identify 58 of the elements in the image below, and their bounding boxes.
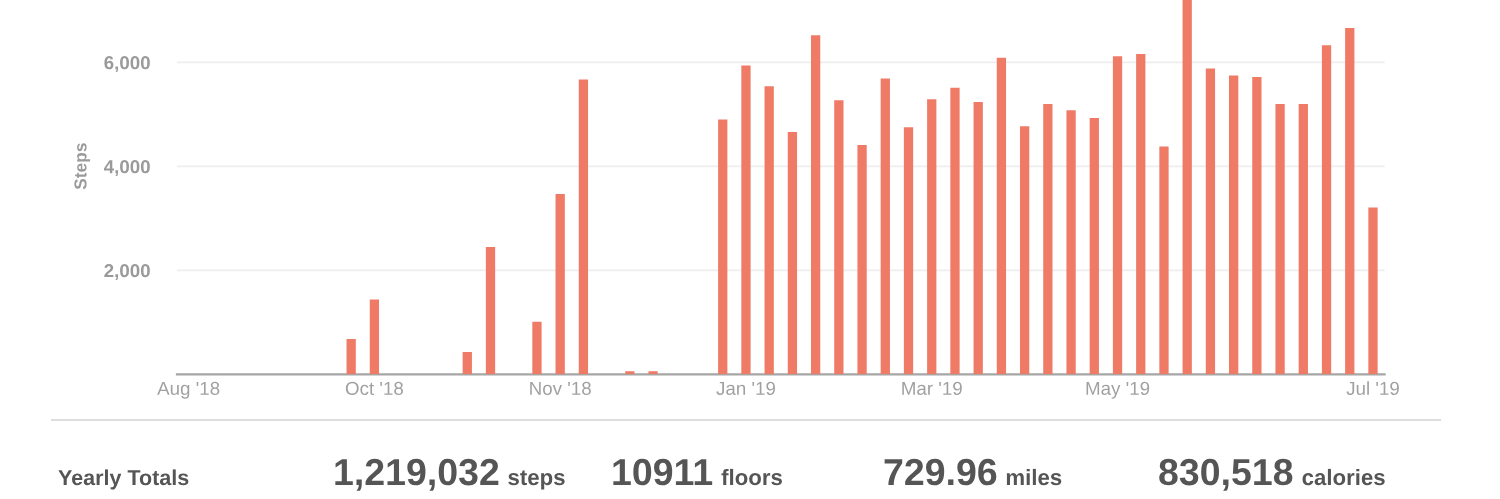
bar	[1298, 103, 1308, 375]
bar	[903, 127, 914, 375]
y-tick-label: 6,000	[104, 56, 150, 73]
bar	[555, 193, 565, 375]
bar	[1275, 103, 1285, 375]
bar	[1345, 28, 1355, 375]
x-tick-label: Mar '19	[902, 381, 962, 396]
bar	[532, 321, 542, 375]
bar	[346, 338, 356, 375]
bar	[1112, 56, 1123, 375]
bar	[1229, 75, 1239, 375]
x-tick-label: Jul '19	[1346, 381, 1399, 396]
bar	[1252, 76, 1262, 375]
bar	[369, 299, 380, 375]
text: steps	[508, 470, 565, 490]
bar	[880, 78, 890, 375]
bar	[1182, 0, 1192, 375]
x-tick-label: Jan '19	[716, 381, 776, 396]
x-tick-label: May '19	[1086, 381, 1150, 399]
bar	[1368, 207, 1378, 375]
bar	[764, 86, 774, 375]
text: 729.96	[884, 458, 997, 486]
bar	[1066, 110, 1076, 375]
bar	[834, 100, 844, 375]
bar	[973, 101, 983, 375]
bar	[810, 35, 821, 375]
y-axis-title: Steps	[74, 143, 91, 190]
bar	[1159, 146, 1169, 375]
text: floors	[721, 468, 782, 486]
bar	[1321, 45, 1332, 375]
bar	[927, 99, 937, 375]
y-tick-label: 4,000	[103, 160, 150, 177]
bar	[857, 145, 867, 375]
bar	[950, 87, 960, 375]
bar	[996, 57, 1007, 375]
bar	[462, 351, 472, 375]
bar	[1020, 126, 1030, 375]
bar	[1043, 103, 1053, 375]
bar	[625, 371, 635, 375]
bar	[648, 371, 658, 375]
bar	[1205, 68, 1216, 375]
bar	[787, 132, 798, 375]
x-tick-label: Oct '18	[345, 381, 403, 396]
x-tick-label: Aug '18	[157, 381, 220, 399]
text: Yearly Totals	[58, 469, 189, 490]
bar	[1089, 118, 1099, 375]
bar	[1136, 54, 1146, 375]
x-tick-label: Nov '18	[530, 381, 591, 396]
text: 830,518	[1159, 458, 1293, 491]
text: 1,219,032	[335, 458, 499, 491]
bar	[578, 79, 589, 375]
text: miles	[1006, 468, 1062, 486]
bar	[718, 119, 728, 375]
y-tick-label: 2,000	[104, 264, 150, 281]
text: 10911	[613, 458, 713, 486]
bar	[741, 65, 751, 375]
bar	[485, 246, 496, 375]
text: calories	[1302, 468, 1385, 486]
